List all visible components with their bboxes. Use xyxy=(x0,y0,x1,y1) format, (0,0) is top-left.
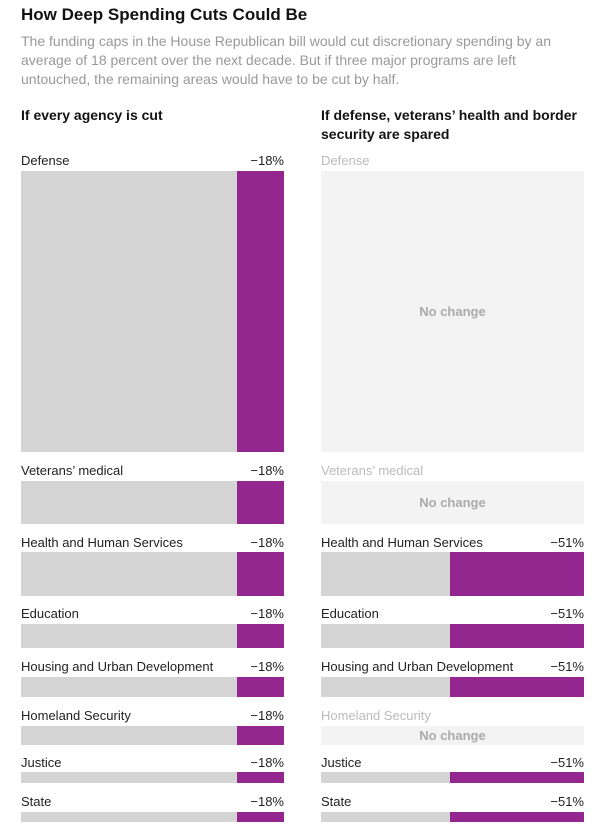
cut-bar xyxy=(449,677,584,697)
panel-title: If every agency is cut xyxy=(21,107,163,123)
block xyxy=(21,812,284,822)
value-label: −18% xyxy=(250,708,284,723)
category-label: Defense xyxy=(321,153,370,168)
block: No change xyxy=(321,171,584,452)
block xyxy=(21,677,284,697)
category-label: State xyxy=(21,794,52,809)
panel-title: If defense, veterans’ health and border … xyxy=(321,107,577,142)
category-label: State xyxy=(321,794,352,809)
block xyxy=(21,481,284,524)
cut-bar xyxy=(449,812,584,822)
block xyxy=(321,552,584,596)
value-label: −51% xyxy=(550,659,584,674)
category-label: Justice xyxy=(21,755,62,770)
block xyxy=(21,772,284,783)
category-label: Health and Human Services xyxy=(321,535,483,550)
block xyxy=(21,552,284,596)
value-label: −18% xyxy=(250,535,284,550)
cut-bar xyxy=(449,552,584,596)
block: No change xyxy=(321,481,584,524)
cut-bar xyxy=(236,677,284,697)
no-change-label: No change xyxy=(419,303,486,319)
category-label: Education xyxy=(321,606,379,621)
category-label: Education xyxy=(21,606,79,621)
block xyxy=(321,677,584,697)
cut-bar xyxy=(236,772,284,783)
category-label: Defense xyxy=(21,153,70,168)
block xyxy=(321,812,584,822)
title: How Deep Spending Cuts Could Be xyxy=(21,5,308,24)
category-label: Housing and Urban Development xyxy=(321,659,514,674)
category-label: Veterans’ medical xyxy=(21,463,124,478)
category-label: Housing and Urban Development xyxy=(21,659,214,674)
cut-bar xyxy=(236,624,284,648)
block: No change xyxy=(321,726,584,745)
value-label: −18% xyxy=(250,463,284,478)
category-label: Justice xyxy=(321,755,362,770)
subtitle: The funding caps in the House Republican… xyxy=(21,33,551,87)
block xyxy=(21,726,284,745)
cut-bar xyxy=(236,726,284,745)
block xyxy=(321,772,584,783)
category-label: Homeland Security xyxy=(321,708,431,723)
cut-bar xyxy=(449,772,584,783)
value-label: −51% xyxy=(550,755,584,770)
block xyxy=(21,624,284,648)
no-change-label: No change xyxy=(419,727,486,743)
cut-bar xyxy=(236,552,284,596)
cut-bar xyxy=(236,812,284,822)
block xyxy=(321,624,584,648)
cut-bar xyxy=(449,624,584,648)
value-label: −51% xyxy=(550,535,584,550)
value-label: −18% xyxy=(250,755,284,770)
category-label: Health and Human Services xyxy=(21,535,183,550)
value-label: −18% xyxy=(250,606,284,621)
cut-bar xyxy=(236,171,284,452)
value-label: −18% xyxy=(250,153,284,168)
value-label: −18% xyxy=(250,659,284,674)
value-label: −51% xyxy=(550,606,584,621)
block xyxy=(21,171,284,452)
category-label: Veterans’ medical xyxy=(321,463,424,478)
value-label: −51% xyxy=(550,794,584,809)
no-change-label: No change xyxy=(419,494,486,510)
category-label: Homeland Security xyxy=(21,708,131,723)
cut-bar xyxy=(236,481,284,524)
value-label: −18% xyxy=(250,794,284,809)
